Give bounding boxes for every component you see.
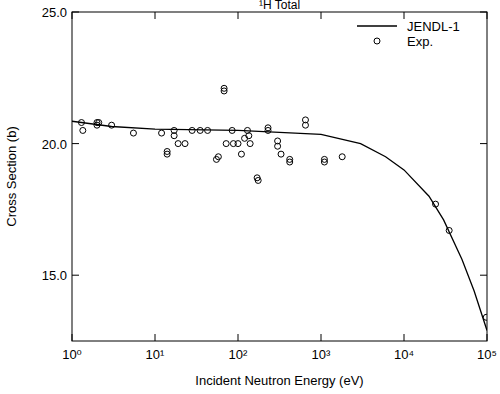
data-point xyxy=(278,151,284,157)
data-point xyxy=(339,154,345,160)
data-point xyxy=(238,151,244,157)
data-point xyxy=(302,122,308,128)
x-tick-label: 10⁴ xyxy=(394,347,414,362)
y-tick xyxy=(480,12,487,13)
y-axis-label: Cross Section (b) xyxy=(4,126,19,226)
x-tick xyxy=(72,334,73,341)
x-tick xyxy=(72,12,73,19)
data-point xyxy=(215,154,221,160)
legend: JENDL-1Exp. xyxy=(357,19,460,49)
plot-area xyxy=(72,85,487,330)
data-point xyxy=(221,88,227,94)
x-tick xyxy=(155,334,156,341)
x-tick xyxy=(238,334,239,341)
y-tick-label: 15.0 xyxy=(42,268,67,283)
legend-swatch xyxy=(357,25,397,26)
y-tick-label: 20.0 xyxy=(42,137,67,152)
x-tick xyxy=(487,12,488,19)
data-point xyxy=(275,143,281,149)
y-tick xyxy=(480,143,487,144)
y-tick xyxy=(72,275,79,276)
x-tick-label: 10⁰ xyxy=(62,347,82,362)
x-tick xyxy=(321,12,322,19)
y-tick xyxy=(72,12,79,13)
x-axis-label: Incident Neutron Energy (eV) xyxy=(195,373,363,388)
x-tick xyxy=(487,334,488,341)
legend-label: Exp. xyxy=(407,34,433,49)
data-point xyxy=(223,141,229,147)
data-point xyxy=(205,127,211,133)
data-point xyxy=(197,127,203,133)
x-tick xyxy=(404,334,405,341)
data-point xyxy=(483,314,487,320)
data-point xyxy=(247,141,253,147)
x-tick-label: 10⁵ xyxy=(477,347,497,362)
x-tick xyxy=(321,334,322,341)
x-tick-label: 10¹ xyxy=(146,347,165,362)
data-point xyxy=(287,159,293,165)
data-point xyxy=(321,159,327,165)
legend-label: JENDL-1 xyxy=(407,19,460,34)
x-tick xyxy=(404,12,405,19)
data-point xyxy=(246,133,252,139)
data-point xyxy=(265,127,271,133)
y-tick-label: 25.0 xyxy=(42,5,67,20)
data-point xyxy=(446,227,452,233)
data-point xyxy=(130,130,136,136)
data-point xyxy=(80,127,86,133)
x-tick-label: 10² xyxy=(229,347,248,362)
line-series xyxy=(72,121,487,330)
data-point xyxy=(159,130,165,136)
data-point xyxy=(171,133,177,139)
y-tick xyxy=(72,143,79,144)
data-point xyxy=(164,148,170,154)
legend-swatch xyxy=(374,38,380,44)
y-tick xyxy=(480,275,487,276)
chart: ¹H Total 10⁰ 10¹ 10² 10³ 10⁴ 10⁵ 15.0 20.0 25.0 In… xyxy=(0,0,500,394)
data-point xyxy=(175,141,181,147)
data-point xyxy=(189,127,195,133)
x-tick xyxy=(155,12,156,19)
data-point xyxy=(182,141,188,147)
data-point xyxy=(109,122,115,128)
data-point xyxy=(235,141,241,147)
x-tick-label: 10³ xyxy=(312,347,331,362)
data-point xyxy=(433,201,439,207)
data-point xyxy=(255,177,261,183)
data-point xyxy=(229,127,235,133)
data-point xyxy=(78,120,84,126)
data-point xyxy=(96,120,102,126)
title: ¹H Total xyxy=(259,0,300,12)
x-tick xyxy=(238,12,239,19)
plot-frame xyxy=(72,12,487,341)
